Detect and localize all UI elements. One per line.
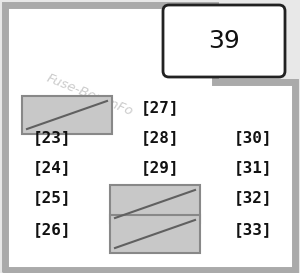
Text: [28]: [28]	[141, 130, 179, 146]
Text: [25]: [25]	[33, 191, 71, 206]
Text: [26]: [26]	[33, 222, 71, 238]
Bar	[110, 185, 200, 223]
Text: [27]: [27]	[141, 100, 179, 115]
Bar	[22, 96, 112, 134]
Text: [23]: [23]	[33, 130, 71, 146]
Text: Fuse-Box.inFo: Fuse-Box.inFo	[45, 72, 135, 118]
Text: [33]: [33]	[234, 222, 272, 238]
Bar	[110, 215, 200, 253]
Text: [32]: [32]	[234, 191, 272, 206]
Text: 39: 39	[208, 29, 240, 53]
Text: [29]: [29]	[141, 161, 179, 176]
Text: [24]: [24]	[33, 161, 71, 176]
Text: [30]: [30]	[234, 130, 272, 146]
Polygon shape	[5, 5, 295, 270]
Text: [31]: [31]	[234, 161, 272, 176]
FancyBboxPatch shape	[163, 5, 285, 77]
